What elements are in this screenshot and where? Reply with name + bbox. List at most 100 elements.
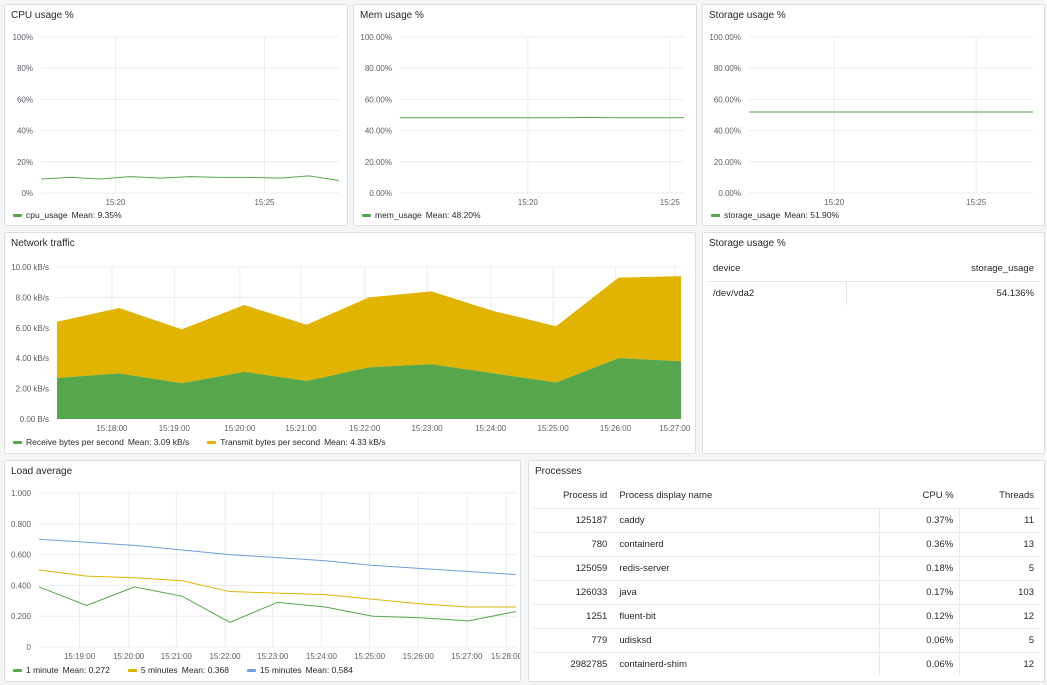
legend-swatch <box>13 440 22 444</box>
column-header-device[interactable]: device <box>713 263 741 275</box>
cell-threads: 12 <box>959 603 1040 628</box>
x-tick-label: 15:28:00 <box>491 652 521 661</box>
x-tick-label: 15:19:00 <box>159 424 191 433</box>
table-row: 126033 java 0.17% 103 <box>533 579 1040 604</box>
x-tick-label: 15:22:00 <box>209 652 241 661</box>
x-tick-label: 15:25 <box>254 198 275 207</box>
x-tick-label: 15:27:00 <box>451 652 483 661</box>
y-tick-label: 8.00 kB/s <box>16 293 49 302</box>
load-15min-line <box>38 538 517 576</box>
cell-cpu: 0.06% <box>879 651 961 676</box>
y-tick-label: 20.00% <box>365 158 392 167</box>
legend-series-name[interactable]: storage_usage <box>724 210 781 220</box>
y-tick-label: 60% <box>17 95 33 104</box>
column-header-cpu[interactable]: CPU % <box>922 490 954 502</box>
panel-title[interactable]: Load average <box>11 466 73 477</box>
cell-process-name: fluent-bit <box>613 603 880 628</box>
legend-series-name[interactable]: mem_usage <box>375 210 422 220</box>
table-row: 125059 redis-server 0.18% 5 <box>533 555 1040 580</box>
cell-threads: 12 <box>959 651 1040 676</box>
legend-mean: Mean: 9.35% <box>71 210 122 220</box>
x-tick-label: 15:19:00 <box>64 652 96 661</box>
network-traffic-chart[interactable]: 10.00 kB/s 8.00 kB/s 6.00 kB/s 4.00 kB/s 2.0… <box>5 251 696 441</box>
column-header-process-name[interactable]: Process display name <box>619 490 713 502</box>
mem-usage-chart[interactable]: 100.00% 80.00% 60.00% 40.00% 20.00% 0.00% 15:2… <box>354 23 697 213</box>
legend-swatch <box>247 668 256 672</box>
storage-table: device storage_usage /dev/vda2 54.136% <box>707 257 1040 305</box>
legend-series-name[interactable]: 5 minutes <box>140 665 178 675</box>
x-tick-label: 15:27:00 <box>659 424 691 433</box>
legend-series-name[interactable]: Transmit bytes per second <box>220 437 321 447</box>
legend-mean: Mean: 0.584 <box>305 665 353 675</box>
cell-process-id: 126033 <box>533 579 614 604</box>
y-tick-label: 80.00% <box>365 64 392 73</box>
table-row: 125187 caddy 0.37% 11 <box>533 507 1040 532</box>
cpu-usage-panel: CPU usage % 100% 80% 60% 40% 20% 0% 15:20 15:25… <box>4 4 348 226</box>
storage-usage-chart[interactable]: 100.00% 80.00% 60.00% 40.00% 20.00% 0.00% 15:2… <box>703 23 1045 213</box>
y-tick-label: 0.00 B/s <box>20 415 49 424</box>
cell-cpu: 0.36% <box>879 531 961 556</box>
x-tick-label: 15:24:00 <box>306 652 338 661</box>
legend-swatch <box>13 668 22 672</box>
panel-title[interactable]: Storage usage % <box>709 10 786 21</box>
cpu-usage-line <box>40 175 340 182</box>
legend-swatch <box>711 213 720 217</box>
legend-series-name[interactable]: cpu_usage <box>26 210 68 220</box>
cell-threads: 103 <box>959 579 1040 604</box>
x-tick-label: 15:26:00 <box>403 652 435 661</box>
x-tick-label: 15:21:00 <box>161 652 193 661</box>
y-tick-label: 40.00% <box>714 127 741 136</box>
cell-process-id: 780 <box>533 531 614 556</box>
cell-process-id: 1251 <box>533 603 614 628</box>
legend-swatch <box>13 213 22 217</box>
column-header-threads[interactable]: Threads <box>999 490 1034 502</box>
legend-mean: Mean: 48.20% <box>425 210 481 220</box>
cell-cpu: 0.37% <box>879 507 961 532</box>
cell-cpu: 0.06% <box>879 627 961 652</box>
y-tick-label: 4.00 kB/s <box>16 354 49 363</box>
legend-series-name[interactable]: Receive bytes per second <box>26 437 124 447</box>
x-tick-label: 15:18:00 <box>96 424 128 433</box>
cpu-usage-chart[interactable]: 100% 80% 60% 40% 20% 0% 15:20 15:25 <box>5 23 348 213</box>
processes-table: Process id Process display name CPU % Th… <box>533 484 1040 676</box>
legend-mean: Mean: 4.33 kB/s <box>324 437 386 447</box>
legend-mean: Mean: 0.368 <box>181 665 229 675</box>
cpu-legend: cpu_usage Mean: 9.35% <box>13 210 122 220</box>
x-tick-label: 15:25 <box>966 198 987 207</box>
cell-threads: 5 <box>959 555 1040 580</box>
y-tick-label: 0.200 <box>11 612 32 621</box>
y-tick-label: 1.000 <box>11 489 32 498</box>
panel-title[interactable]: CPU usage % <box>11 10 74 21</box>
receive-area <box>57 358 681 419</box>
load-average-chart[interactable]: 1.000 0.800 0.600 0.400 0.200 0 15:19:00 15:20:… <box>5 479 521 669</box>
y-tick-label: 100% <box>13 33 33 42</box>
table-header-row: Process id Process display name CPU % Th… <box>533 484 1040 508</box>
y-tick-label: 10.00 kB/s <box>11 263 49 272</box>
x-tick-label: 15:25:00 <box>354 652 386 661</box>
panel-title[interactable]: Storage usage % <box>709 238 786 249</box>
mem-usage-panel: Mem usage % 100.00% 80.00% 60.00% 40.00% 20.… <box>353 4 697 226</box>
cell-process-name: udisksd <box>613 627 880 652</box>
x-tick-label: 15:26:00 <box>600 424 632 433</box>
x-tick-label: 15:20 <box>824 198 845 207</box>
cell-storage-usage: 54.136% <box>846 280 1040 305</box>
table-row: 779 udisksd 0.06% 5 <box>533 627 1040 652</box>
table-row: 780 containerd 0.36% 13 <box>533 531 1040 556</box>
table-row: 2982785 containerd-shim 0.06% 12 <box>533 651 1040 676</box>
y-tick-label: 0.00% <box>718 189 741 198</box>
column-header-process-id[interactable]: Process id <box>562 490 608 502</box>
panel-title[interactable]: Mem usage % <box>360 10 424 21</box>
legend-series-name[interactable]: 15 minutes <box>260 665 302 675</box>
legend-series-name[interactable]: 1 minute <box>26 665 59 675</box>
legend-swatch <box>362 213 371 217</box>
column-header-storage-usage[interactable]: storage_usage <box>971 263 1034 275</box>
panel-title[interactable]: Processes <box>535 466 582 477</box>
y-tick-label: 100.00% <box>709 33 741 42</box>
y-tick-label: 0.600 <box>11 551 32 560</box>
table-row: 1251 fluent-bit 0.12% 12 <box>533 603 1040 628</box>
cell-process-name: containerd <box>613 531 880 556</box>
cell-threads: 5 <box>959 627 1040 652</box>
panel-title[interactable]: Network traffic <box>11 238 75 249</box>
x-tick-label: 15:25 <box>660 198 681 207</box>
y-tick-label: 100.00% <box>360 33 392 42</box>
